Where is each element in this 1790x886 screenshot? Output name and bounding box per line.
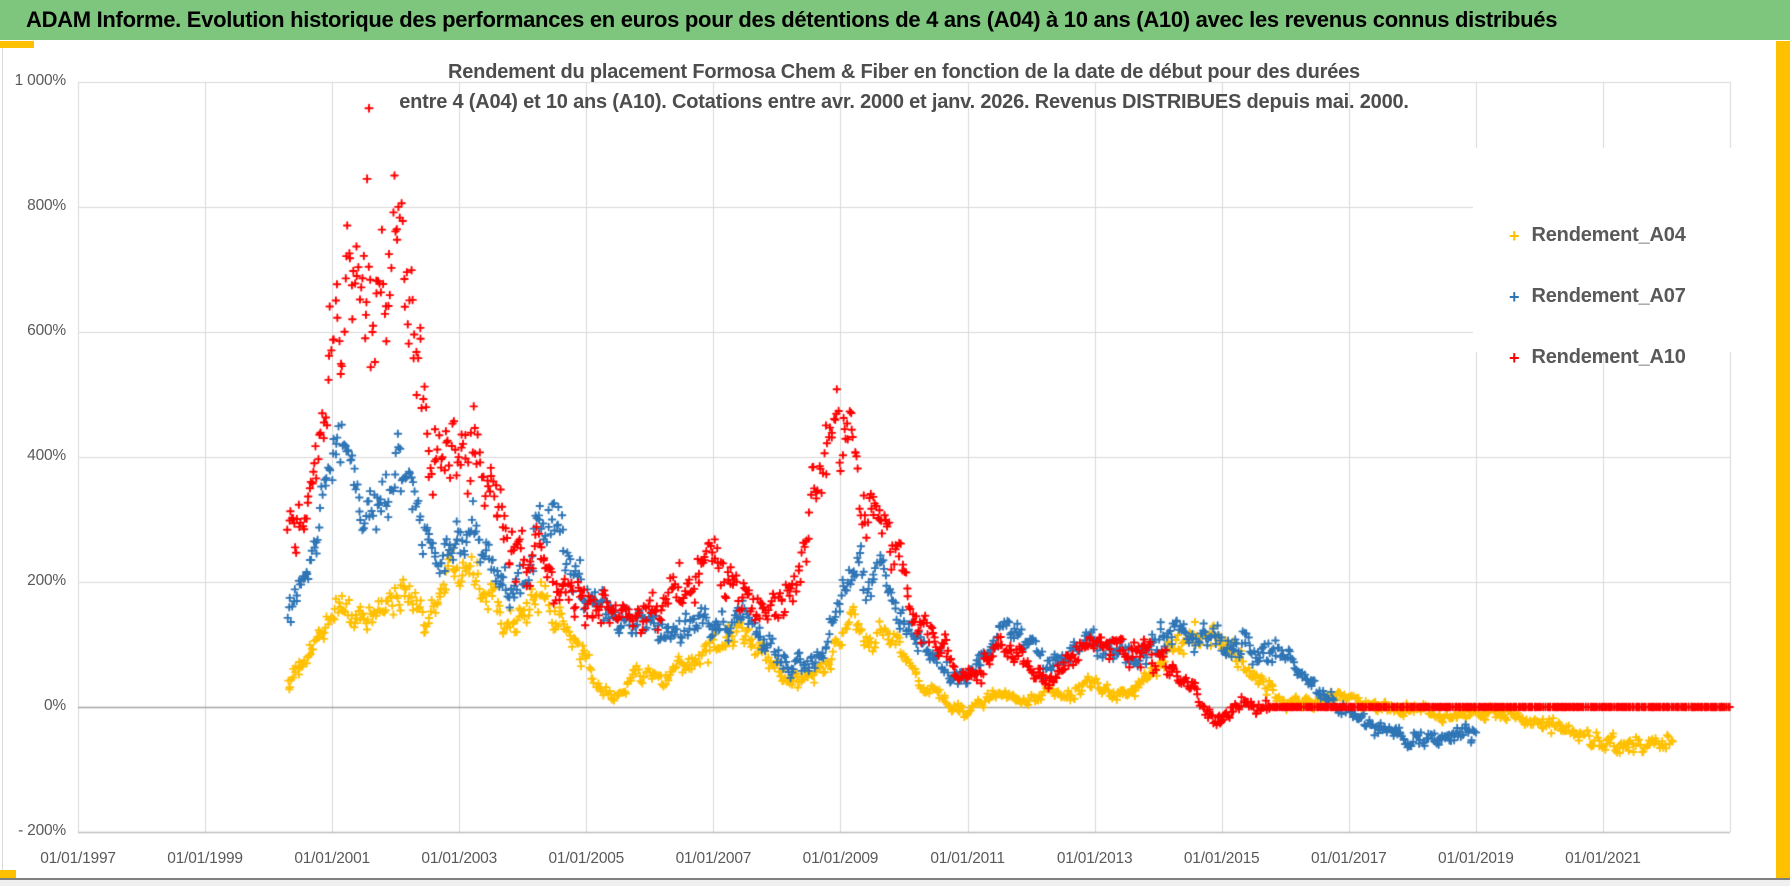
chart-title-line2: entre 4 (A04) et 10 ans (A10). Cotations… [399,91,1409,113]
x-tick-label: 01/01/2015 [1183,850,1260,867]
y-tick-label: 1 000% [14,72,67,89]
y-tick-label: 400% [27,447,66,464]
legend-item-a07[interactable]: + Rendement_A07 [1509,285,1686,308]
x-tick-label: 01/01/2019 [1438,850,1514,867]
legend: + Rendement_A04 + Rendement_A07 + Rendem… [1473,148,1745,368]
x-tick-label: 01/01/2001 [294,850,370,867]
x-tick-label: 01/01/2021 [1565,850,1641,867]
y-tick-label: 0% [43,697,66,714]
x-tick-label: 01/01/2013 [1056,850,1133,867]
header-banner: ADAM Informe. Evolution historique des p… [0,0,1790,40]
chart-title-line1: Rendement du placement Formosa Chem & Fi… [448,61,1360,83]
x-tick-label: 01/01/2007 [675,850,752,867]
plus-marker-icon: + [1509,286,1520,307]
y-tick-label: 600% [27,322,66,339]
y-tick-label: 200% [27,572,66,589]
y-tick-label: - 200% [18,822,66,839]
bottom-border-line [0,878,1790,880]
left-edge-line [2,44,3,878]
x-tick-label: 01/01/1999 [167,850,243,867]
bottom-strip [0,880,1790,886]
gold-accent-right-strip [1776,41,1790,886]
y-tick-label: 800% [27,197,66,214]
header-title: ADAM Informe. Evolution historique des p… [26,7,1558,32]
chart-title: Rendement du placement Formosa Chem & Fi… [78,57,1730,117]
plus-marker-icon: + [1509,225,1520,246]
legend-item-a10[interactable]: + Rendement_A10 [1509,346,1686,369]
x-tick-label: 01/01/2011 [930,850,1005,867]
x-tick-label: 01/01/2003 [421,850,497,867]
legend-label: Rendement_A04 [1531,224,1686,246]
x-tick-label: 01/01/2017 [1310,850,1387,867]
x-tick-label: 01/01/1997 [40,850,116,867]
x-tick-label: 01/01/2005 [548,850,625,867]
gold-accent-top-left [0,41,34,48]
x-tick-label: 01/01/2009 [802,850,879,867]
plus-marker-icon: + [1509,347,1520,368]
legend-label: Rendement_A10 [1531,346,1686,368]
legend-label: Rendement_A07 [1531,285,1686,307]
legend-item-a04[interactable]: + Rendement_A04 [1509,224,1686,247]
